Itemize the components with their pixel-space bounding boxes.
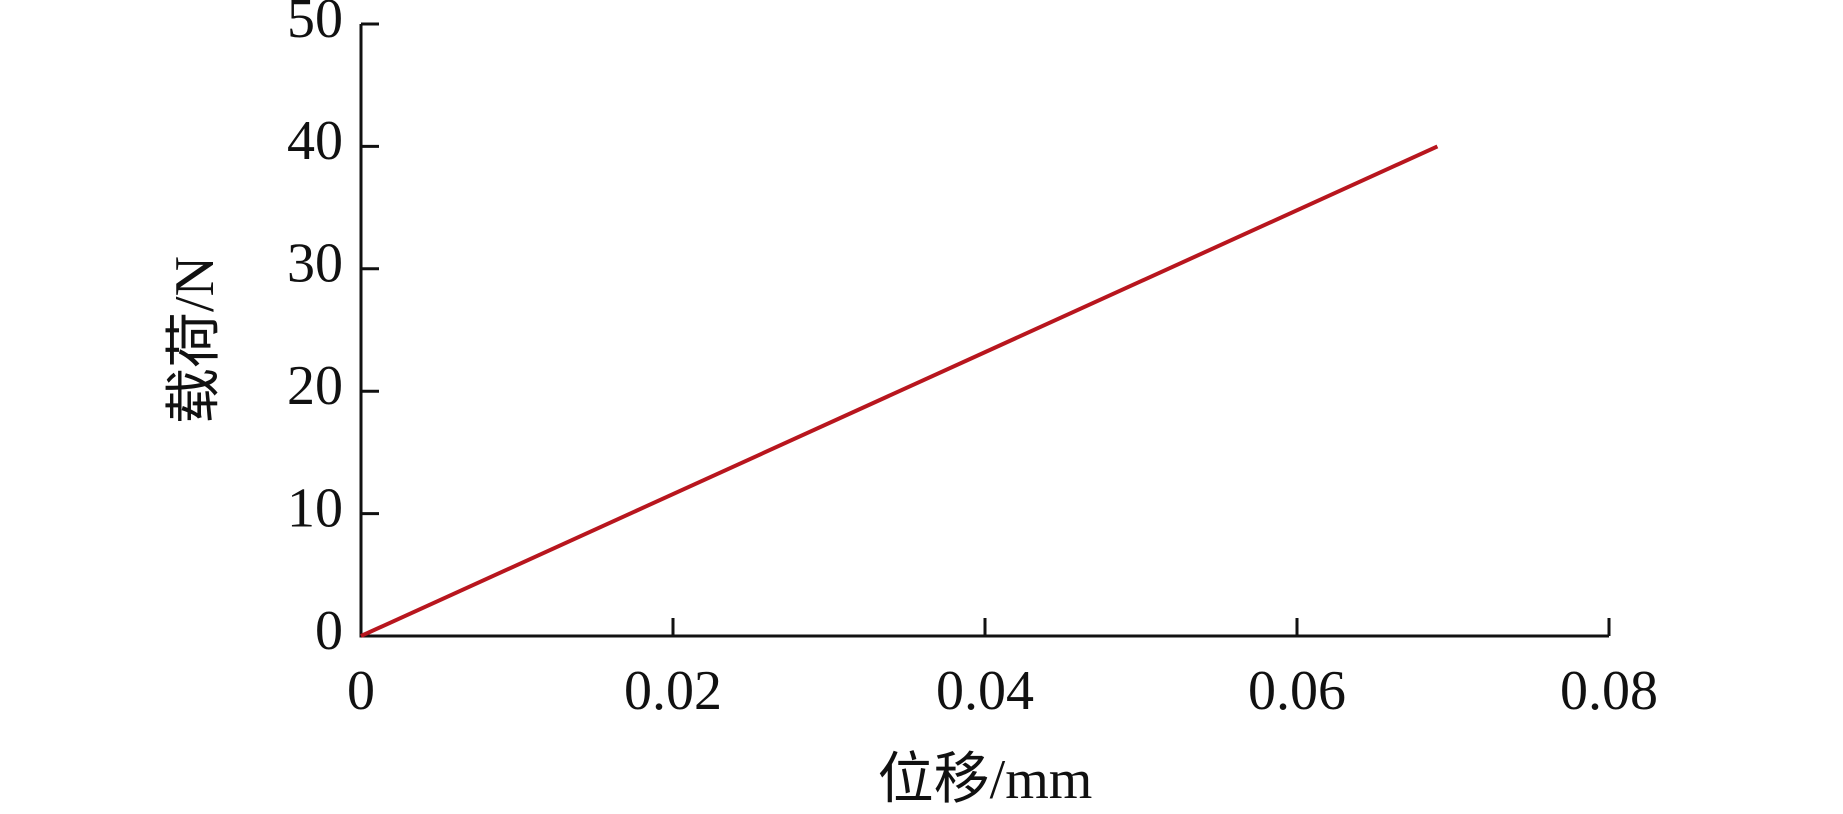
data-line	[360, 144, 1439, 638]
y-tick-label: 50	[287, 0, 343, 50]
x-tick-label: 0.04	[936, 660, 1034, 722]
x-tick-label: 0.06	[1248, 660, 1346, 722]
x-axis-label: 位移/mm	[878, 749, 1093, 811]
x-tick-label: 0.02	[624, 660, 722, 722]
y-tick-label: 10	[287, 477, 343, 539]
y-tick-label: 20	[287, 355, 343, 417]
y-tick-label: 30	[287, 233, 343, 295]
y-tick-label: 0	[315, 600, 343, 662]
y-tick-label: 40	[287, 110, 343, 172]
x-tick-label: 0.08	[1560, 660, 1658, 722]
y-axis-label: 载荷/N	[164, 256, 226, 424]
x-tick-label: 0	[347, 660, 375, 722]
